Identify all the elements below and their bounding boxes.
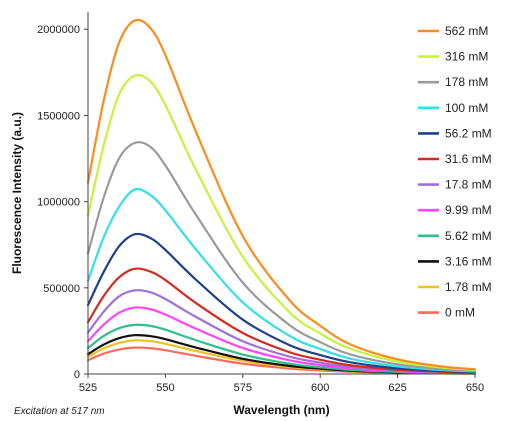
series-layer (86, 18, 477, 375)
plot-area: 525 550 575 600 625 650 0 500000 1000000 1500000… (37, 12, 484, 394)
y-ticks: 0 500000 1000000 1500000 2000000 (37, 24, 88, 381)
excitation-note: Excitation at 517 nm (14, 406, 105, 417)
series-line (86, 187, 477, 373)
y-tick-label: 1500000 (37, 110, 80, 122)
x-tick-label: 625 (388, 382, 406, 394)
legend-label: 100 mM (445, 101, 488, 115)
series-line (86, 232, 477, 374)
legend-label: 3.16 mM (445, 254, 492, 268)
x-tick-label: 600 (311, 382, 329, 394)
x-ticks: 525 550 575 600 625 650 (79, 374, 484, 394)
y-tick-label: 2000000 (37, 24, 80, 36)
y-tick-label: 0 (74, 369, 80, 381)
series-line (86, 73, 477, 371)
x-tick-label: 650 (466, 382, 484, 394)
legend-label: 31.6 mM (445, 152, 492, 166)
legend-label: 5.62 mM (445, 229, 492, 243)
x-tick-label: 575 (234, 382, 252, 394)
legend-label: 316 mM (445, 50, 488, 64)
y-tick-label: 500000 (43, 283, 80, 295)
legend-label: 178 mM (445, 75, 488, 89)
x-axis-title: Wavelength (nm) (233, 403, 329, 417)
legend-label: 0 mM (445, 306, 475, 320)
x-tick-label: 525 (79, 382, 97, 394)
series-line (86, 267, 477, 374)
y-tick-label: 1000000 (37, 197, 80, 209)
legend-label: 1.78 mM (445, 280, 492, 294)
legend-label: 17.8 mM (445, 178, 492, 192)
series-line (86, 141, 477, 372)
y-axis-title: Fluorescence Intensity (a.u.) (10, 112, 24, 274)
legend: 562 mM 316 mM 178 mM 100 mM 56.2 mM 31.6 mM 17… (418, 24, 492, 320)
series-line (86, 18, 477, 371)
legend-label: 9.99 mM (445, 203, 492, 217)
x-tick-label: 550 (156, 382, 174, 394)
legend-label: 56.2 mM (445, 126, 492, 140)
legend-label: 562 mM (445, 24, 488, 38)
